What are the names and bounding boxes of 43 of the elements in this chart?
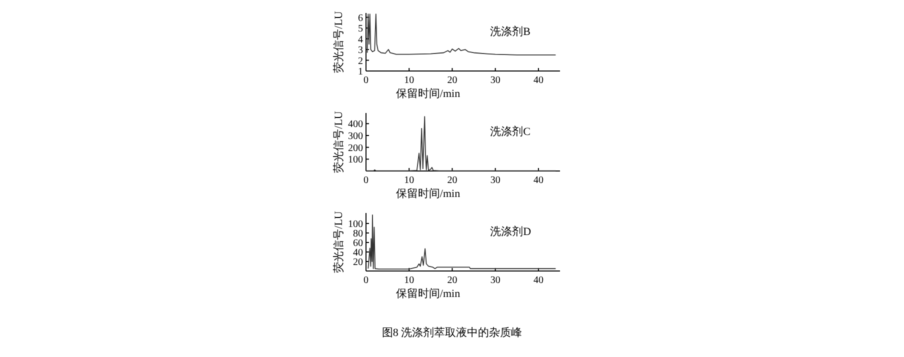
- x-tick-label: 30: [490, 275, 500, 286]
- y-tick-label: 3: [358, 45, 363, 56]
- y-tick-label: 5: [358, 24, 363, 35]
- x-tick-label: 0: [364, 275, 368, 286]
- y-tick-label: 200: [348, 142, 363, 154]
- text: 洗涤剂D: [490, 225, 532, 238]
- y-tick-label: 400: [348, 119, 363, 130]
- x-axis-title: 保留时间/min: [396, 287, 461, 300]
- series-label: 洗涤剂B: [490, 25, 531, 38]
- y-tick-label: 1: [358, 66, 363, 78]
- y-tick-label: 100: [348, 218, 363, 230]
- caption: 图8 洗涤剂萃取液中的杂质峰: [382, 326, 522, 339]
- y-tick-label: 60: [353, 238, 363, 249]
- y-tick-label: 300: [348, 130, 363, 142]
- line-series: [366, 14, 556, 56]
- y-tick-label: 4: [358, 34, 363, 46]
- x-tick-label: 20: [447, 175, 458, 186]
- line-series: [366, 116, 556, 172]
- text: 洗涤剂C: [490, 125, 531, 138]
- x-tick-label: 10: [404, 275, 414, 286]
- y-tick-label: 6: [358, 12, 363, 24]
- x-tick-label: 30: [490, 75, 500, 86]
- x-tick-label: 40: [533, 75, 544, 86]
- y-axis-title: 荧光信号/LU: [332, 211, 345, 273]
- x-tick-label: 20: [447, 75, 458, 86]
- y-tick-label: 100: [348, 154, 363, 166]
- x-tick-label: 0: [364, 175, 368, 186]
- x-axis-title: 保留时间/min: [396, 187, 461, 200]
- x-axis-title: 保留时间/min: [396, 87, 461, 100]
- x-tick-label: 10: [404, 175, 414, 186]
- y-tick-label: 20: [353, 256, 363, 268]
- line-series: [368, 214, 556, 270]
- x-tick-label: 20: [447, 275, 458, 286]
- y-tick-label: 80: [353, 228, 363, 240]
- y-axis-title: 荧光信号/LU: [332, 111, 345, 173]
- x-tick-label: 10: [404, 75, 414, 86]
- x-tick-label: 40: [533, 175, 544, 186]
- x-tick-label: 40: [533, 275, 544, 286]
- y-tick-label: 2: [358, 56, 363, 67]
- x-tick-label: 0: [364, 75, 368, 86]
- y-tick-label: 40: [353, 247, 363, 258]
- x-tick-label: 30: [490, 175, 500, 186]
- y-axis-title: 荧光信号/LU: [332, 11, 345, 73]
